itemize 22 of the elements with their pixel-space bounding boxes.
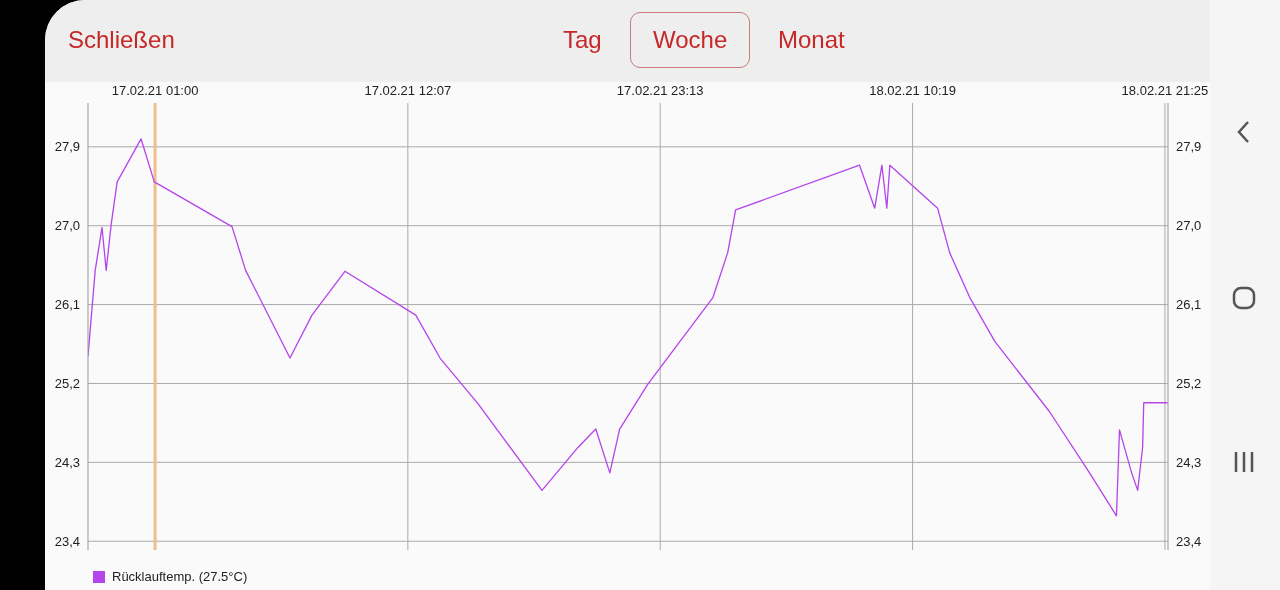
text: Monat	[777, 25, 846, 55]
x-tick-label: 17.02.21 01:00	[111, 83, 199, 98]
x-tick-label: 17.02.21 12:07	[364, 83, 452, 98]
y-tick-label: 26,1	[54, 297, 80, 313]
legend-label: Rücklauftemp. (27.5°C)	[111, 569, 248, 584]
y2-tick-label: 26,1	[1176, 297, 1202, 313]
x-tick-label: 18.02.21 21:25	[1121, 83, 1209, 98]
y-tick-label: 25,2	[54, 376, 80, 392]
y2-tick-label: 27,9	[1176, 139, 1202, 155]
y-tick-label: 24,3	[54, 454, 80, 470]
text: Woche	[630, 12, 751, 68]
y-tick-label: 27,9	[54, 139, 80, 155]
y2-tick-label: 23,4	[1176, 533, 1202, 549]
y-tick-label: 27,0	[54, 218, 80, 234]
y2-tick-label: 24,3	[1176, 454, 1202, 470]
x-tick-label: 17.02.21 23:13	[616, 83, 704, 98]
y-tick-label: 23,4	[54, 533, 80, 549]
text: Schließen	[67, 25, 176, 55]
y2-tick-label: 27,0	[1176, 218, 1202, 234]
text: Tag	[562, 25, 603, 55]
y2-tick-label: 25,2	[1176, 376, 1202, 392]
x-tick-label: 18.02.21 10:19	[869, 83, 956, 98]
